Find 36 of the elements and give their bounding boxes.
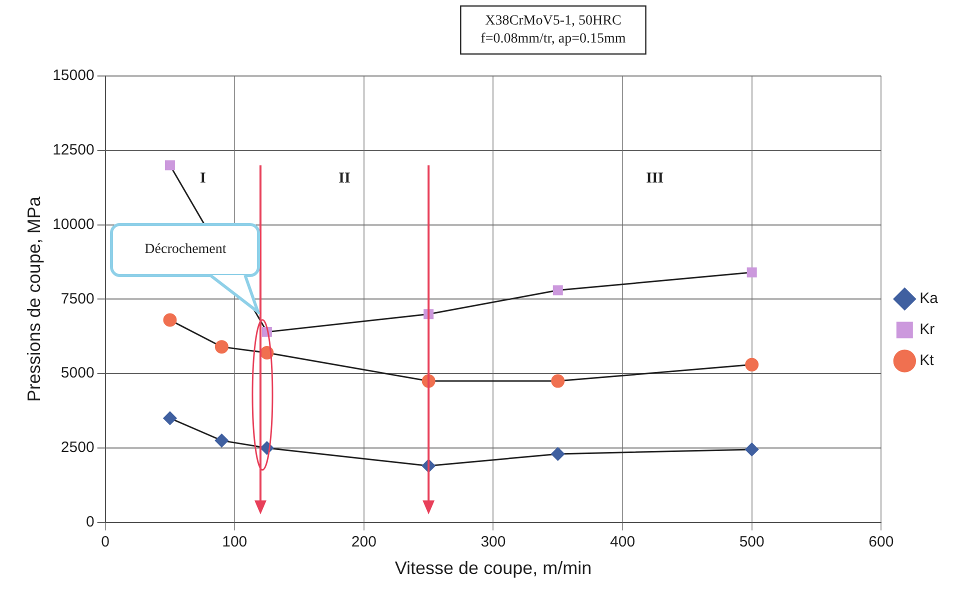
point [164,160,175,170]
legend-label: Kt [920,352,935,370]
y-tick-label: 15000 [52,67,94,84]
point [163,313,177,327]
point [551,447,565,461]
legend-label: Kr [920,321,935,338]
x-tick-label: 100 [222,534,248,551]
point [745,358,759,372]
point [163,411,177,425]
x-tick-label: 400 [610,534,636,551]
point [214,434,228,448]
y-tick-label: 5000 [60,364,94,382]
x-tick-label: 0 [101,534,110,551]
x-tick-label: 600 [868,534,894,551]
y-tick-label: 0 [86,514,94,531]
point [745,442,759,456]
y-tick-label: 2500 [60,439,94,456]
annotation: II [338,170,351,187]
chart-title: X38CrMoV5-1, 50HRC [485,14,622,29]
point [746,267,757,278]
x-tick-label: 500 [739,534,764,551]
y-tick-label: 10000 [52,216,94,233]
y-tick-label: 7500 [60,290,94,308]
x-tick-label: 200 [351,534,376,551]
legend-label: Ka [920,290,939,308]
y-axis-title: Pressions de coupe, MPa [24,196,44,402]
x-axis-title: Vitesse de coupe, m/min [394,558,592,578]
annotation: I [200,170,206,187]
point [214,340,228,354]
annotation: Décrochement [110,223,260,278]
chart-subtitle: f=0.08mm/tr, ap=0.15mm [480,32,626,47]
point [552,285,563,296]
point [551,374,565,388]
x-tick-label: 300 [480,534,506,551]
annotation: III [646,170,664,187]
y-tick-label: 12500 [52,142,94,159]
